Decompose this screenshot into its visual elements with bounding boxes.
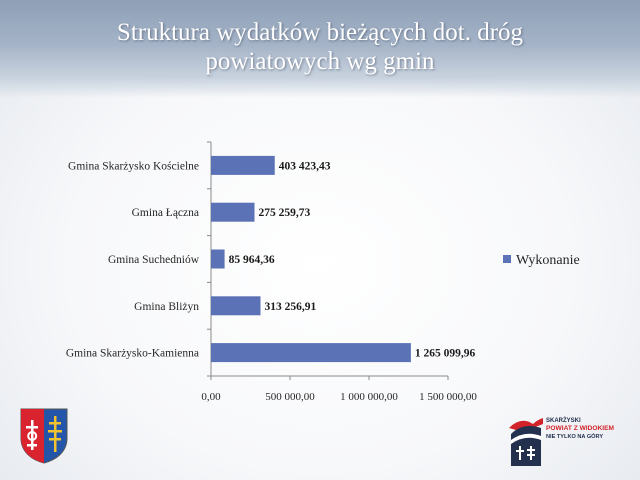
data-label: 313 256,91 (264, 301, 316, 313)
bar (211, 296, 261, 316)
x-tick-label: 500 000,00 (265, 391, 315, 403)
x-tick-label: 1 000 000,00 (340, 391, 398, 403)
bar (211, 343, 411, 363)
powiat-logo-icon (509, 418, 543, 466)
logo-text-line-3: NIE TYLKO NA GÓRY (546, 434, 604, 440)
bar (211, 202, 255, 222)
logo-text-line-2: POWIAT Z WIDOKIEM (546, 425, 615, 432)
bar (211, 249, 225, 269)
data-label: 403 423,43 (279, 160, 331, 172)
legend-swatch (503, 255, 511, 263)
data-label: 1 265 099,96 (415, 348, 476, 360)
data-label: 85 964,36 (229, 254, 275, 266)
slide-title-line-2: powiatowych wg gmin (205, 48, 435, 75)
x-tick-label: 1 500 000,00 (419, 391, 477, 403)
category-label: Gmina Skarżysko-Kamienna (66, 348, 199, 360)
powiat-logo-text: SKARŻYSKI POWIAT Z WIDOKIEM NIE TYLKO NA… (546, 417, 614, 441)
logo-text-line-1: SKARŻYSKI (546, 418, 581, 424)
slide-title-line-1: Struktura wydatków bieżących dot. dróg (116, 19, 524, 46)
bar (211, 155, 275, 175)
category-label: Gmina Suchedniów (108, 254, 200, 266)
category-label: Gmina Skarżysko Kościelne (68, 160, 199, 172)
slide-title: Struktura wydatków bieżących dot. dróg p… (40, 18, 600, 76)
category-label: Gmina Łączna (132, 207, 199, 219)
title-banner (0, 0, 640, 98)
category-label: Gmina Bliżyn (134, 301, 199, 313)
legend-label: Wykonanie (516, 253, 580, 268)
x-tick-label: 0,00 (201, 391, 221, 403)
coat-of-arms-icon (20, 408, 68, 464)
data-label: 275 259,73 (258, 207, 310, 219)
